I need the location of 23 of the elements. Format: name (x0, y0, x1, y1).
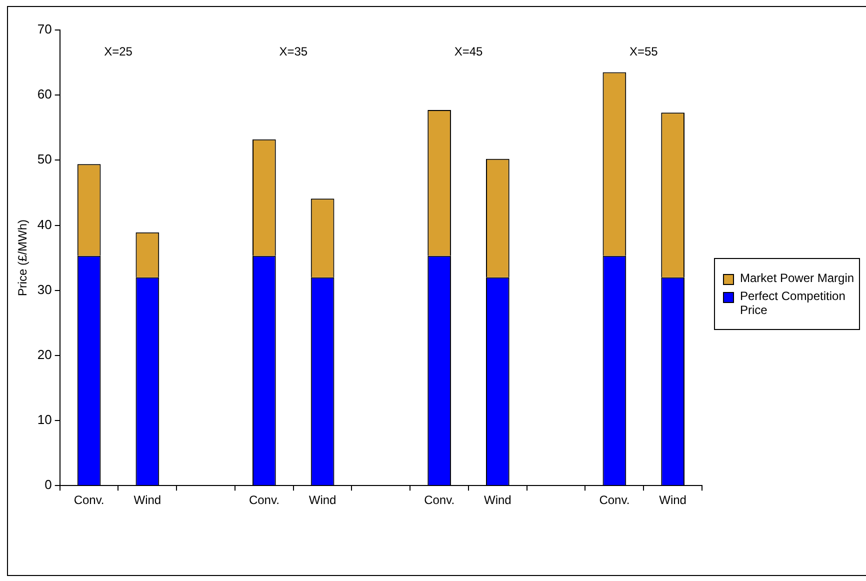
y-tick-label: 50 (37, 152, 52, 167)
legend-label: Market Power Margin (740, 271, 854, 285)
y-tick-label: 70 (37, 22, 52, 37)
legend-label: Perfect Competition Price (740, 289, 846, 317)
annotation: X=45 (454, 44, 483, 58)
y-tick-label: 40 (37, 216, 52, 232)
y-tick-label: 20 (37, 347, 52, 362)
x-tick-label: Wind (659, 493, 686, 508)
x-tick-label: Wind (308, 493, 336, 508)
x-tick-label: Conv. (424, 493, 455, 508)
annotation: X=55 (629, 44, 658, 58)
y-axis-title: Price (£/MWh) (16, 219, 30, 296)
y-tick-label: 10 (37, 412, 52, 428)
x-tick-label: Wind (484, 493, 512, 508)
y-tick-label: 30 (37, 282, 52, 297)
annotation: X=25 (104, 44, 133, 58)
x-tick-label: Conv. (599, 493, 630, 508)
x-tick-label: Conv. (74, 493, 104, 508)
x-tick-label: Conv. (248, 493, 280, 508)
x-tick-label: Wind (134, 493, 162, 508)
annotation: X=35 (279, 44, 308, 58)
y-tick-label: 0 (44, 477, 52, 492)
y-tick-label: 60 (37, 86, 52, 102)
